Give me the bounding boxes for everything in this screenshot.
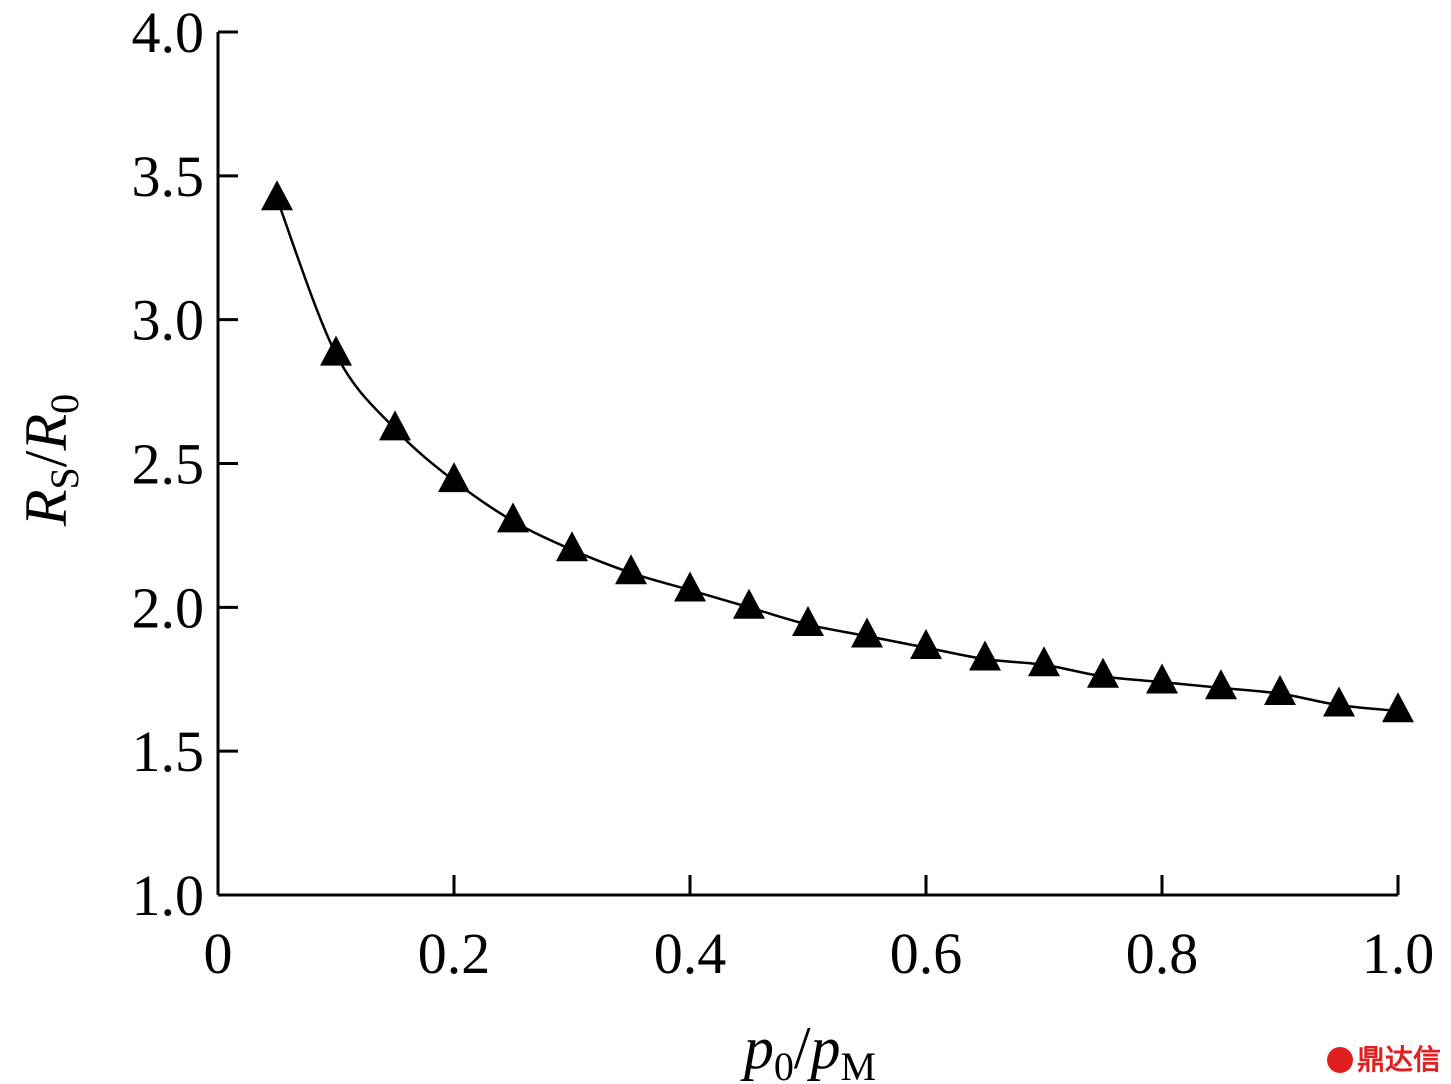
data-point-triangle: [556, 531, 588, 562]
data-point-triangle: [1264, 675, 1296, 706]
data-point-triangle: [379, 410, 411, 441]
x-tick-label: 0.6: [890, 921, 963, 986]
x-ticks: 0 0.2 0.4 0.6 0.8 1.0: [204, 875, 1435, 986]
x-tick-label: 0: [204, 921, 233, 986]
watermark: 鼎达信: [1326, 1038, 1441, 1078]
data-point-triangle: [1323, 686, 1355, 717]
data-point-triangle: [320, 335, 352, 366]
y-tick-label: 4.0: [132, 0, 205, 65]
data-point-triangle: [1087, 657, 1119, 688]
data-point-triangle: [910, 629, 942, 660]
logo-circle-icon: [1326, 1047, 1353, 1073]
y-tick-label: 1.5: [132, 719, 205, 784]
series: [261, 180, 1414, 723]
watermark-text: 鼎达信: [1356, 1043, 1441, 1076]
x-tick-label: 1.0: [1362, 921, 1435, 986]
data-point-triangle: [851, 617, 883, 648]
data-point-triangle: [1382, 692, 1414, 723]
data-point-triangle: [438, 462, 470, 493]
data-point-triangle: [497, 502, 529, 533]
data-point-triangle: [1205, 669, 1237, 700]
data-point-triangle: [1146, 663, 1178, 694]
x-tick-label: 0.8: [1126, 921, 1199, 986]
data-point-triangle: [615, 554, 647, 585]
data-point-triangle: [674, 571, 706, 602]
y-tick-label: 2.5: [132, 432, 205, 497]
y-tick-label: 3.0: [132, 288, 205, 353]
y-ticks: 1.0 1.5 2.0 2.5 3.0 3.5 4.0: [132, 0, 238, 928]
x-tick-label: 0.4: [654, 921, 727, 986]
x-axis-label: p0/pM: [740, 1015, 876, 1084]
y-tick-label: 1.0: [132, 863, 205, 928]
data-point-triangle: [261, 180, 293, 211]
data-point-triangle: [969, 640, 1001, 671]
data-point-triangle: [1028, 646, 1060, 677]
data-point-triangle: [733, 588, 765, 619]
series-line: [275, 198, 1399, 713]
y-tick-label: 3.5: [132, 144, 205, 209]
data-point-triangle: [792, 605, 824, 636]
axes: [216, 32, 1398, 897]
y-tick-label: 2.0: [132, 575, 205, 640]
x-tick-label: 0.2: [418, 921, 491, 986]
y-axis-label: RS/R0: [13, 394, 87, 527]
